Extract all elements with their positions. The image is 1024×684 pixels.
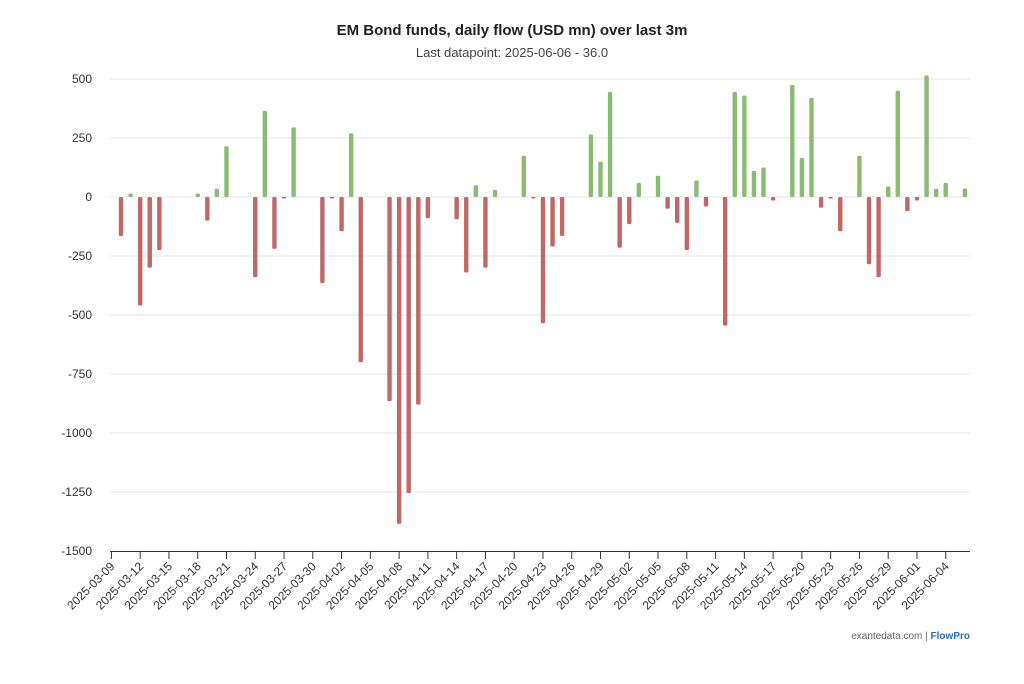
chart-title: EM Bond funds, daily flow (USD mn) over … [336, 22, 688, 39]
bar [387, 197, 392, 402]
bar [790, 84, 795, 197]
bar [818, 197, 824, 208]
y-tick-label: -1500 [61, 544, 92, 558]
bar [838, 197, 843, 232]
bar [128, 193, 133, 197]
bar [895, 90, 900, 197]
bar [809, 97, 814, 197]
bar [454, 197, 459, 220]
bar [588, 134, 594, 197]
bar [224, 146, 229, 197]
bar [483, 197, 488, 268]
y-tick-label: -1250 [61, 485, 92, 499]
bar [761, 167, 766, 197]
bar [137, 197, 143, 306]
bar [665, 197, 670, 209]
bar [617, 197, 622, 248]
y-tick-label: 250 [72, 131, 92, 145]
bar [531, 197, 536, 199]
bar [416, 197, 421, 405]
bar [464, 197, 469, 273]
bar [924, 75, 929, 197]
bar [291, 127, 296, 197]
bar [770, 197, 776, 201]
bar [732, 91, 737, 197]
bar [933, 188, 939, 197]
bar [962, 188, 968, 197]
bar [425, 197, 431, 219]
chart-subtitle: Last datapoint: 2025-06-06 - 36.0 [415, 45, 609, 60]
bar [598, 161, 603, 197]
bar [396, 197, 402, 524]
bar [876, 197, 881, 278]
bar [492, 189, 498, 197]
bar [675, 197, 680, 223]
bar [866, 197, 872, 265]
bar [348, 133, 354, 197]
bar [607, 91, 613, 197]
bar [886, 186, 891, 197]
bar [703, 197, 709, 207]
bar [473, 185, 479, 197]
bar [694, 180, 699, 197]
bar [828, 197, 833, 199]
source-text: exantedata.com [851, 631, 923, 642]
bar [195, 193, 200, 197]
separator: | [925, 631, 928, 642]
y-tick-label: -500 [68, 308, 92, 322]
bar [157, 197, 162, 251]
bar [722, 197, 728, 326]
y-tick-label: -750 [68, 367, 92, 381]
bar [214, 188, 220, 197]
bar [559, 197, 565, 236]
y-tick-label: 500 [72, 72, 92, 86]
bar [358, 197, 363, 363]
bar [406, 197, 411, 494]
bar [742, 95, 747, 197]
bar [540, 197, 546, 324]
bar [914, 197, 920, 201]
bar [281, 197, 287, 199]
bar [799, 158, 805, 197]
y-tick-label: 0 [85, 190, 92, 204]
bar [627, 197, 632, 225]
bar [655, 175, 661, 197]
bar [550, 197, 555, 247]
y-tick-label: -250 [68, 249, 92, 263]
bar [943, 182, 948, 197]
bar [339, 197, 344, 232]
bar [329, 197, 335, 199]
bar [205, 197, 210, 221]
bar [857, 155, 862, 197]
bar [272, 197, 277, 249]
bar [320, 197, 325, 284]
bar [147, 197, 152, 268]
bar [905, 197, 910, 212]
bar [118, 197, 124, 236]
bar [636, 182, 642, 197]
bar [684, 197, 690, 251]
bar [262, 110, 268, 197]
y-tick-label: -1000 [61, 426, 92, 440]
bar [521, 155, 526, 197]
bar [253, 197, 258, 278]
source-credit: exantedata.com | FlowPro [851, 631, 970, 642]
bar [751, 171, 757, 197]
brand-name: FlowPro [930, 631, 970, 642]
